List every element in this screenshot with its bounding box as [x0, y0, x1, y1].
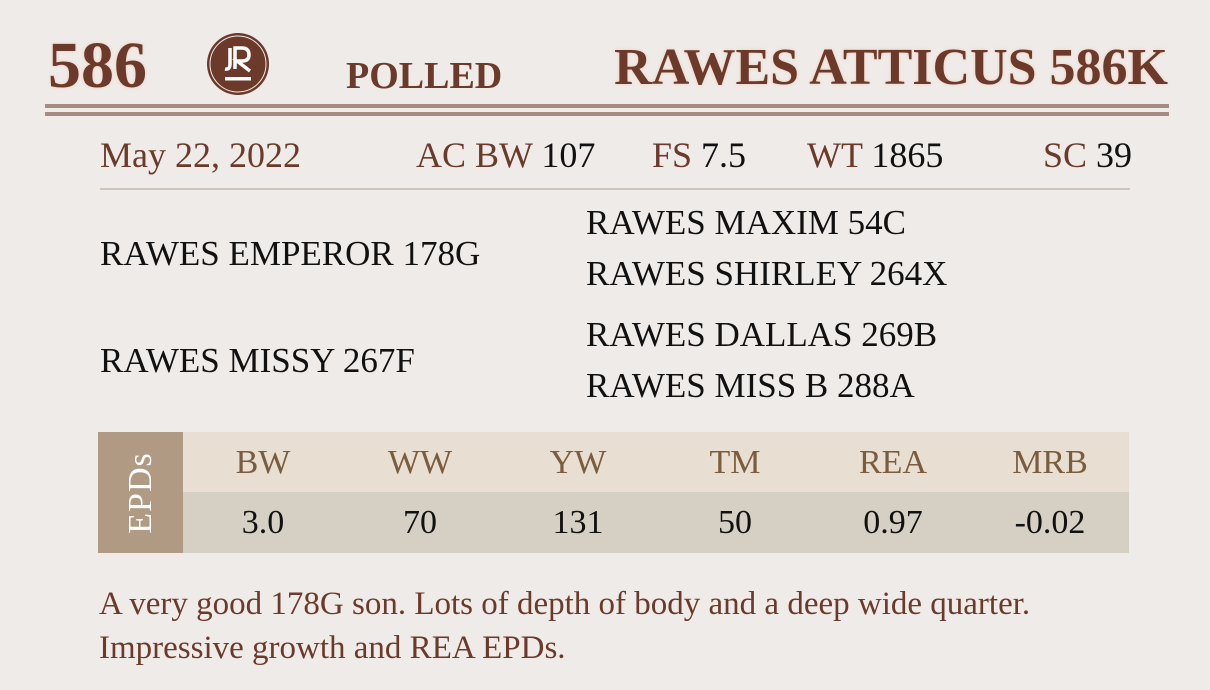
- epd-header: BW: [235, 444, 291, 481]
- epd-value: 0.97: [863, 504, 923, 541]
- horn-status: POLLED: [346, 55, 503, 97]
- info-fs: FS 7.5: [652, 134, 746, 176]
- info-wt: WT 1865: [807, 134, 943, 176]
- epd-value: 70: [403, 504, 437, 541]
- epd-header: YW: [549, 444, 607, 481]
- epd-table: EPDs BW WW YW TM REA MRB 3.0 70 131 50 0…: [98, 432, 1129, 553]
- epd-value: 131: [552, 504, 604, 541]
- birth-date: May 22, 2022: [100, 135, 301, 175]
- sire-sire: RAWES MAXIM 54C: [586, 203, 906, 242]
- epd-value: 3.0: [241, 504, 285, 541]
- info-value: 107: [541, 135, 596, 175]
- dam-dam: RAWES MISS B 288A: [586, 366, 915, 405]
- info-ac-bw: AC BW 107: [416, 134, 595, 176]
- info-value: 39: [1096, 135, 1132, 175]
- epd-label-text: EPDs: [121, 451, 159, 534]
- epd-value: 50: [718, 504, 752, 541]
- lot-number: 586: [48, 29, 147, 102]
- sire-dam: RAWES SHIRLEY 264X: [586, 254, 948, 293]
- description: A very good 178G son. Lots of depth of b…: [99, 586, 1031, 666]
- animal-name: RAWES ATTICUS 586K: [614, 39, 1168, 96]
- info-sc: SC 39: [1043, 134, 1132, 176]
- epd-values-row: 3.0 70 131 50 0.97 -0.02: [183, 492, 1129, 553]
- info-row: May 22, 2022 AC BW 107 FS 7.5 WT 1865 SC…: [100, 134, 1132, 178]
- header-rule: [45, 112, 1169, 116]
- info-value: 1865: [871, 135, 944, 175]
- info-divider: [100, 188, 1130, 190]
- epd-header-row: BW WW YW TM REA MRB: [183, 432, 1129, 492]
- epd-label: EPDs: [98, 432, 183, 553]
- ranch-logo: [206, 32, 270, 96]
- epd-header: TM: [709, 444, 761, 481]
- epd-header: MRB: [1012, 444, 1088, 481]
- info-value: 7.5: [701, 135, 747, 175]
- dam-sire: RAWES DALLAS 269B: [586, 315, 938, 354]
- info-label: WT: [807, 135, 863, 175]
- epd-header: REA: [859, 444, 927, 481]
- info-label: SC: [1042, 135, 1087, 175]
- sire: RAWES EMPEROR 178G: [100, 234, 481, 273]
- epd-value: -0.02: [1014, 504, 1086, 541]
- epd-header: WW: [387, 444, 453, 481]
- header-rule: [45, 104, 1169, 108]
- dam: RAWES MISSY 267F: [100, 341, 415, 380]
- info-label: FS: [652, 135, 693, 175]
- info-label: AC BW: [416, 135, 533, 175]
